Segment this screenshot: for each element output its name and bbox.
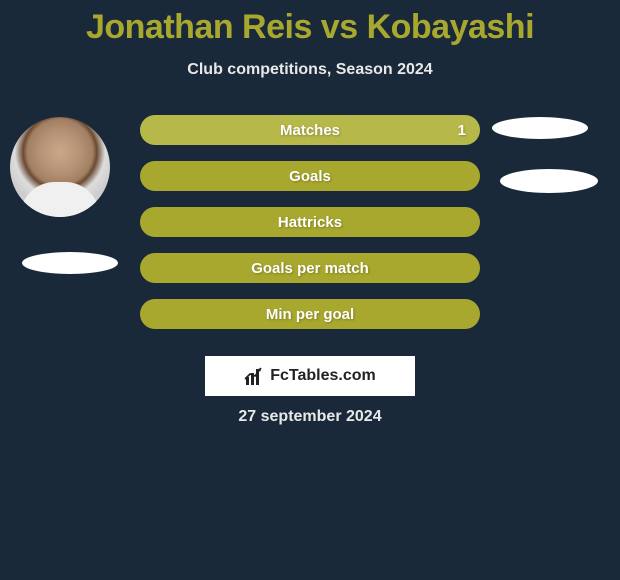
stat-bars: Matches 1 Goals Hattricks Goals per matc… xyxy=(140,115,480,345)
stat-row-mpg: Min per goal xyxy=(140,299,480,329)
brand-badge: FcTables.com xyxy=(205,356,415,396)
chart-icon xyxy=(244,365,266,387)
stat-label: Goals xyxy=(289,168,331,185)
stat-row-goals: Goals xyxy=(140,161,480,191)
player-left-avatar xyxy=(10,117,110,217)
brand-text: FcTables.com xyxy=(270,367,376,385)
page-subtitle: Club competitions, Season 2024 xyxy=(0,61,620,79)
stat-label: Matches xyxy=(280,122,340,139)
stat-row-hattricks: Hattricks xyxy=(140,207,480,237)
player-right-shadow-2 xyxy=(500,169,598,193)
player-left-shadow xyxy=(22,252,118,274)
stat-value-right: 1 xyxy=(458,122,466,139)
stat-label: Hattricks xyxy=(278,214,342,231)
stat-row-matches: Matches 1 xyxy=(140,115,480,145)
page-title: Jonathan Reis vs Kobayashi xyxy=(0,0,620,47)
stat-label: Goals per match xyxy=(251,260,369,277)
player-right-shadow-1 xyxy=(492,117,588,139)
date-label: 27 september 2024 xyxy=(0,408,620,426)
stat-row-gpm: Goals per match xyxy=(140,253,480,283)
stat-label: Min per goal xyxy=(266,306,354,323)
